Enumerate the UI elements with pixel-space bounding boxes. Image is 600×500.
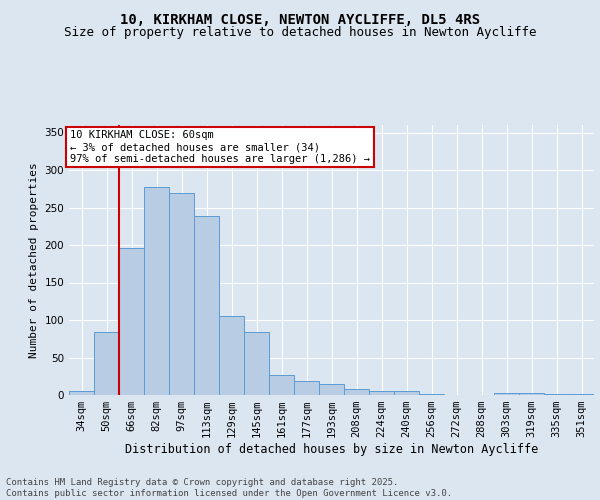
Bar	[119, 248, 144, 395]
Bar	[69, 391, 94, 395]
Bar	[269, 375, 294, 395]
Text: Size of property relative to detached houses in Newton Aycliffe: Size of property relative to detached ho…	[64, 26, 536, 39]
Bar	[494, 393, 519, 395]
Text: Contains HM Land Registry data © Crown copyright and database right 2025.
Contai: Contains HM Land Registry data © Crown c…	[6, 478, 452, 498]
Bar	[219, 316, 244, 395]
Bar	[569, 394, 594, 395]
Bar	[94, 332, 119, 395]
Bar	[344, 389, 369, 395]
Bar	[144, 186, 169, 395]
Bar	[169, 192, 194, 395]
Bar	[369, 391, 394, 395]
Bar	[319, 384, 344, 395]
Bar	[544, 394, 569, 395]
Bar	[519, 393, 544, 395]
X-axis label: Distribution of detached houses by size in Newton Aycliffe: Distribution of detached houses by size …	[125, 443, 538, 456]
Bar	[194, 216, 219, 395]
Y-axis label: Number of detached properties: Number of detached properties	[29, 162, 39, 358]
Bar	[244, 332, 269, 395]
Bar	[419, 394, 444, 395]
Bar	[294, 381, 319, 395]
Bar	[394, 391, 419, 395]
Text: 10, KIRKHAM CLOSE, NEWTON AYCLIFFE, DL5 4RS: 10, KIRKHAM CLOSE, NEWTON AYCLIFFE, DL5 …	[120, 12, 480, 26]
Text: 10 KIRKHAM CLOSE: 60sqm
← 3% of detached houses are smaller (34)
97% of semi-det: 10 KIRKHAM CLOSE: 60sqm ← 3% of detached…	[70, 130, 370, 164]
